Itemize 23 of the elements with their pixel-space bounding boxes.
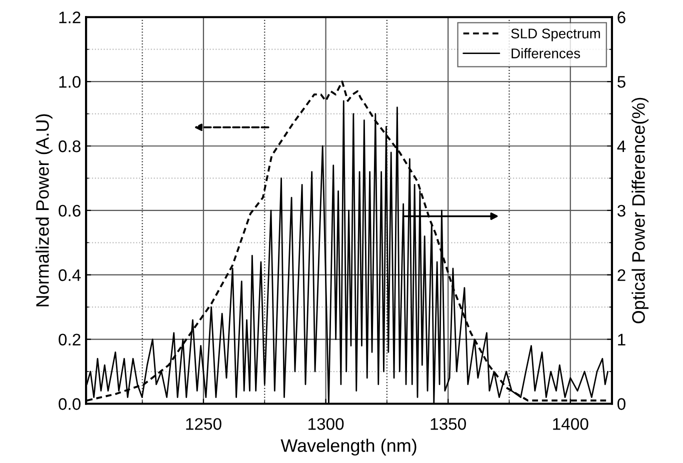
y2-tick-label: 1 [618,334,626,346]
y-tick-label: 1.0 [59,76,81,88]
y2-axis-title: Optical Power Difference(%) [632,98,648,324]
y2-tick-label: 4 [617,140,626,152]
y2-tick-label: 6 [618,12,626,24]
x-tick-label: 1250 [186,418,222,430]
y2-tick-label: 5 [617,76,626,88]
x-tick-label: 1300 [308,418,344,430]
legend-label: Differences [512,48,580,58]
y-tick-label: 0.8 [58,140,80,152]
y-tick-label: 0.2 [58,334,80,346]
y-tick-label: 1.2 [59,12,80,24]
y-tick-label: 0.0 [58,398,81,410]
y2-tick-label: 2 [618,269,626,281]
legend-label: SLD Spectrum [511,28,600,42]
x-tick-label: 1350 [430,418,466,430]
y-axis-title: Normalized Power (A.U) [36,114,52,306]
y2-tick-label: 3 [617,204,626,217]
x-axis-title: Wavelength (nm) [280,438,416,456]
x-tick-label: 1400 [553,418,588,430]
y2-tick-label: 0 [617,398,626,410]
y-tick-label: 0.4 [58,269,81,282]
y-tick-label: 0.6 [58,204,80,217]
